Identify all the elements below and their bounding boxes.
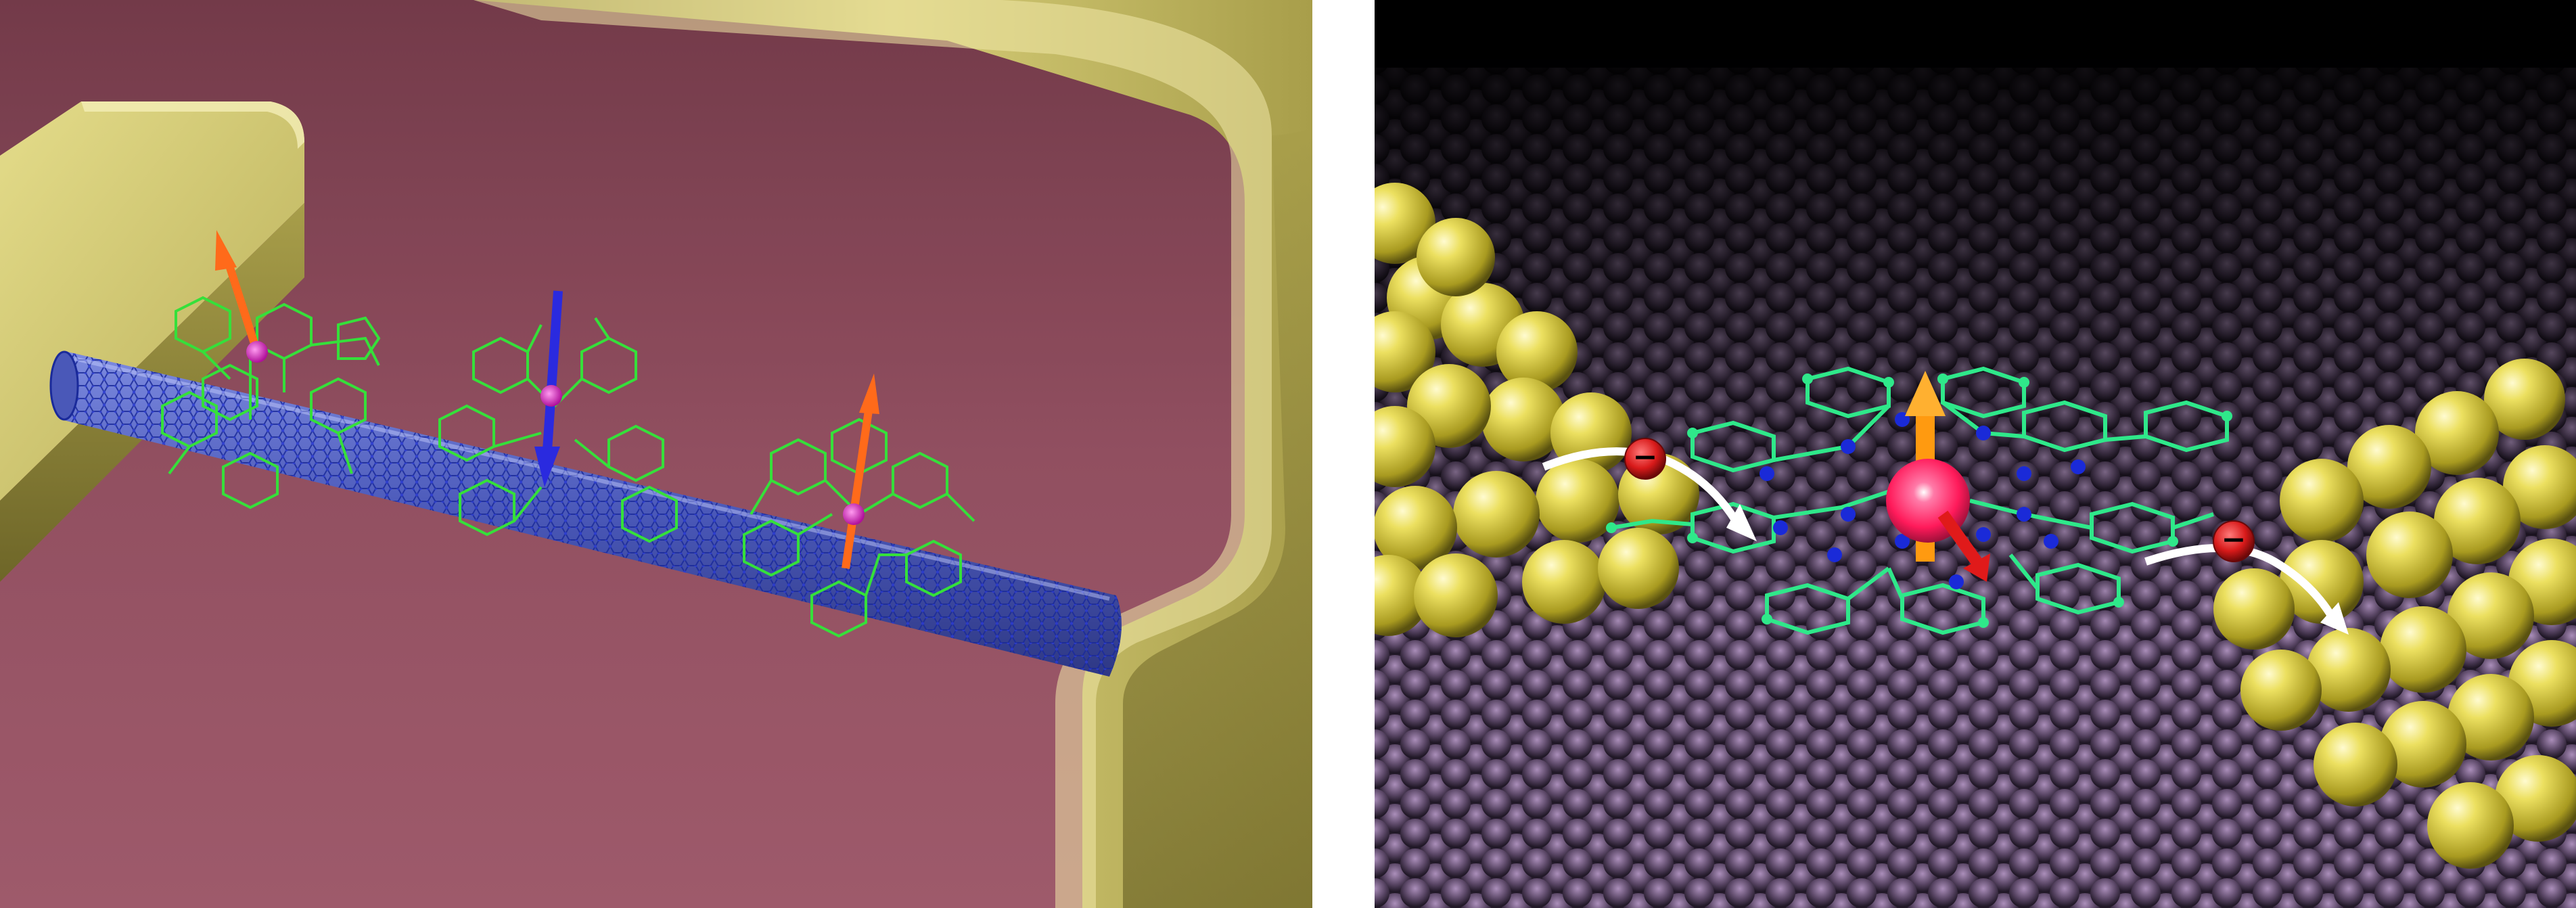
- magnetization-arrow: [1937, 510, 1990, 582]
- electron-left: −: [1624, 438, 1666, 480]
- electron-left-symbol: −: [1633, 440, 1658, 474]
- electron-path-right: [2144, 544, 2349, 635]
- carbon-nanotube: [49, 350, 1122, 677]
- electron-right-symbol: −: [2222, 522, 2247, 557]
- electron-right: −: [2213, 520, 2255, 562]
- right-electrode: [474, 0, 1312, 908]
- spin-arrow-2: [534, 290, 563, 487]
- molecule-1: [161, 296, 381, 509]
- molecule-2: [438, 317, 678, 543]
- spin-arrow-1: [215, 230, 268, 363]
- molecular-magnet-junction-illustration: − −: [1375, 0, 2576, 908]
- spin-arrow-3: [842, 373, 879, 569]
- right-gold-electrode: [2213, 359, 2576, 869]
- nanotube-device-illustration: [0, 0, 1312, 908]
- carbon-atoms: [1606, 373, 2232, 628]
- molecular-magnet-junction-panel: − −: [1375, 0, 2576, 908]
- nanotube-device-panel: [0, 0, 1312, 908]
